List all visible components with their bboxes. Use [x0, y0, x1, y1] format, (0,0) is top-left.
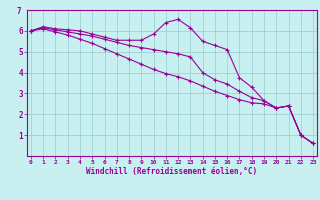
Text: 7: 7	[16, 7, 21, 16]
X-axis label: Windchill (Refroidissement éolien,°C): Windchill (Refroidissement éolien,°C)	[86, 167, 258, 176]
